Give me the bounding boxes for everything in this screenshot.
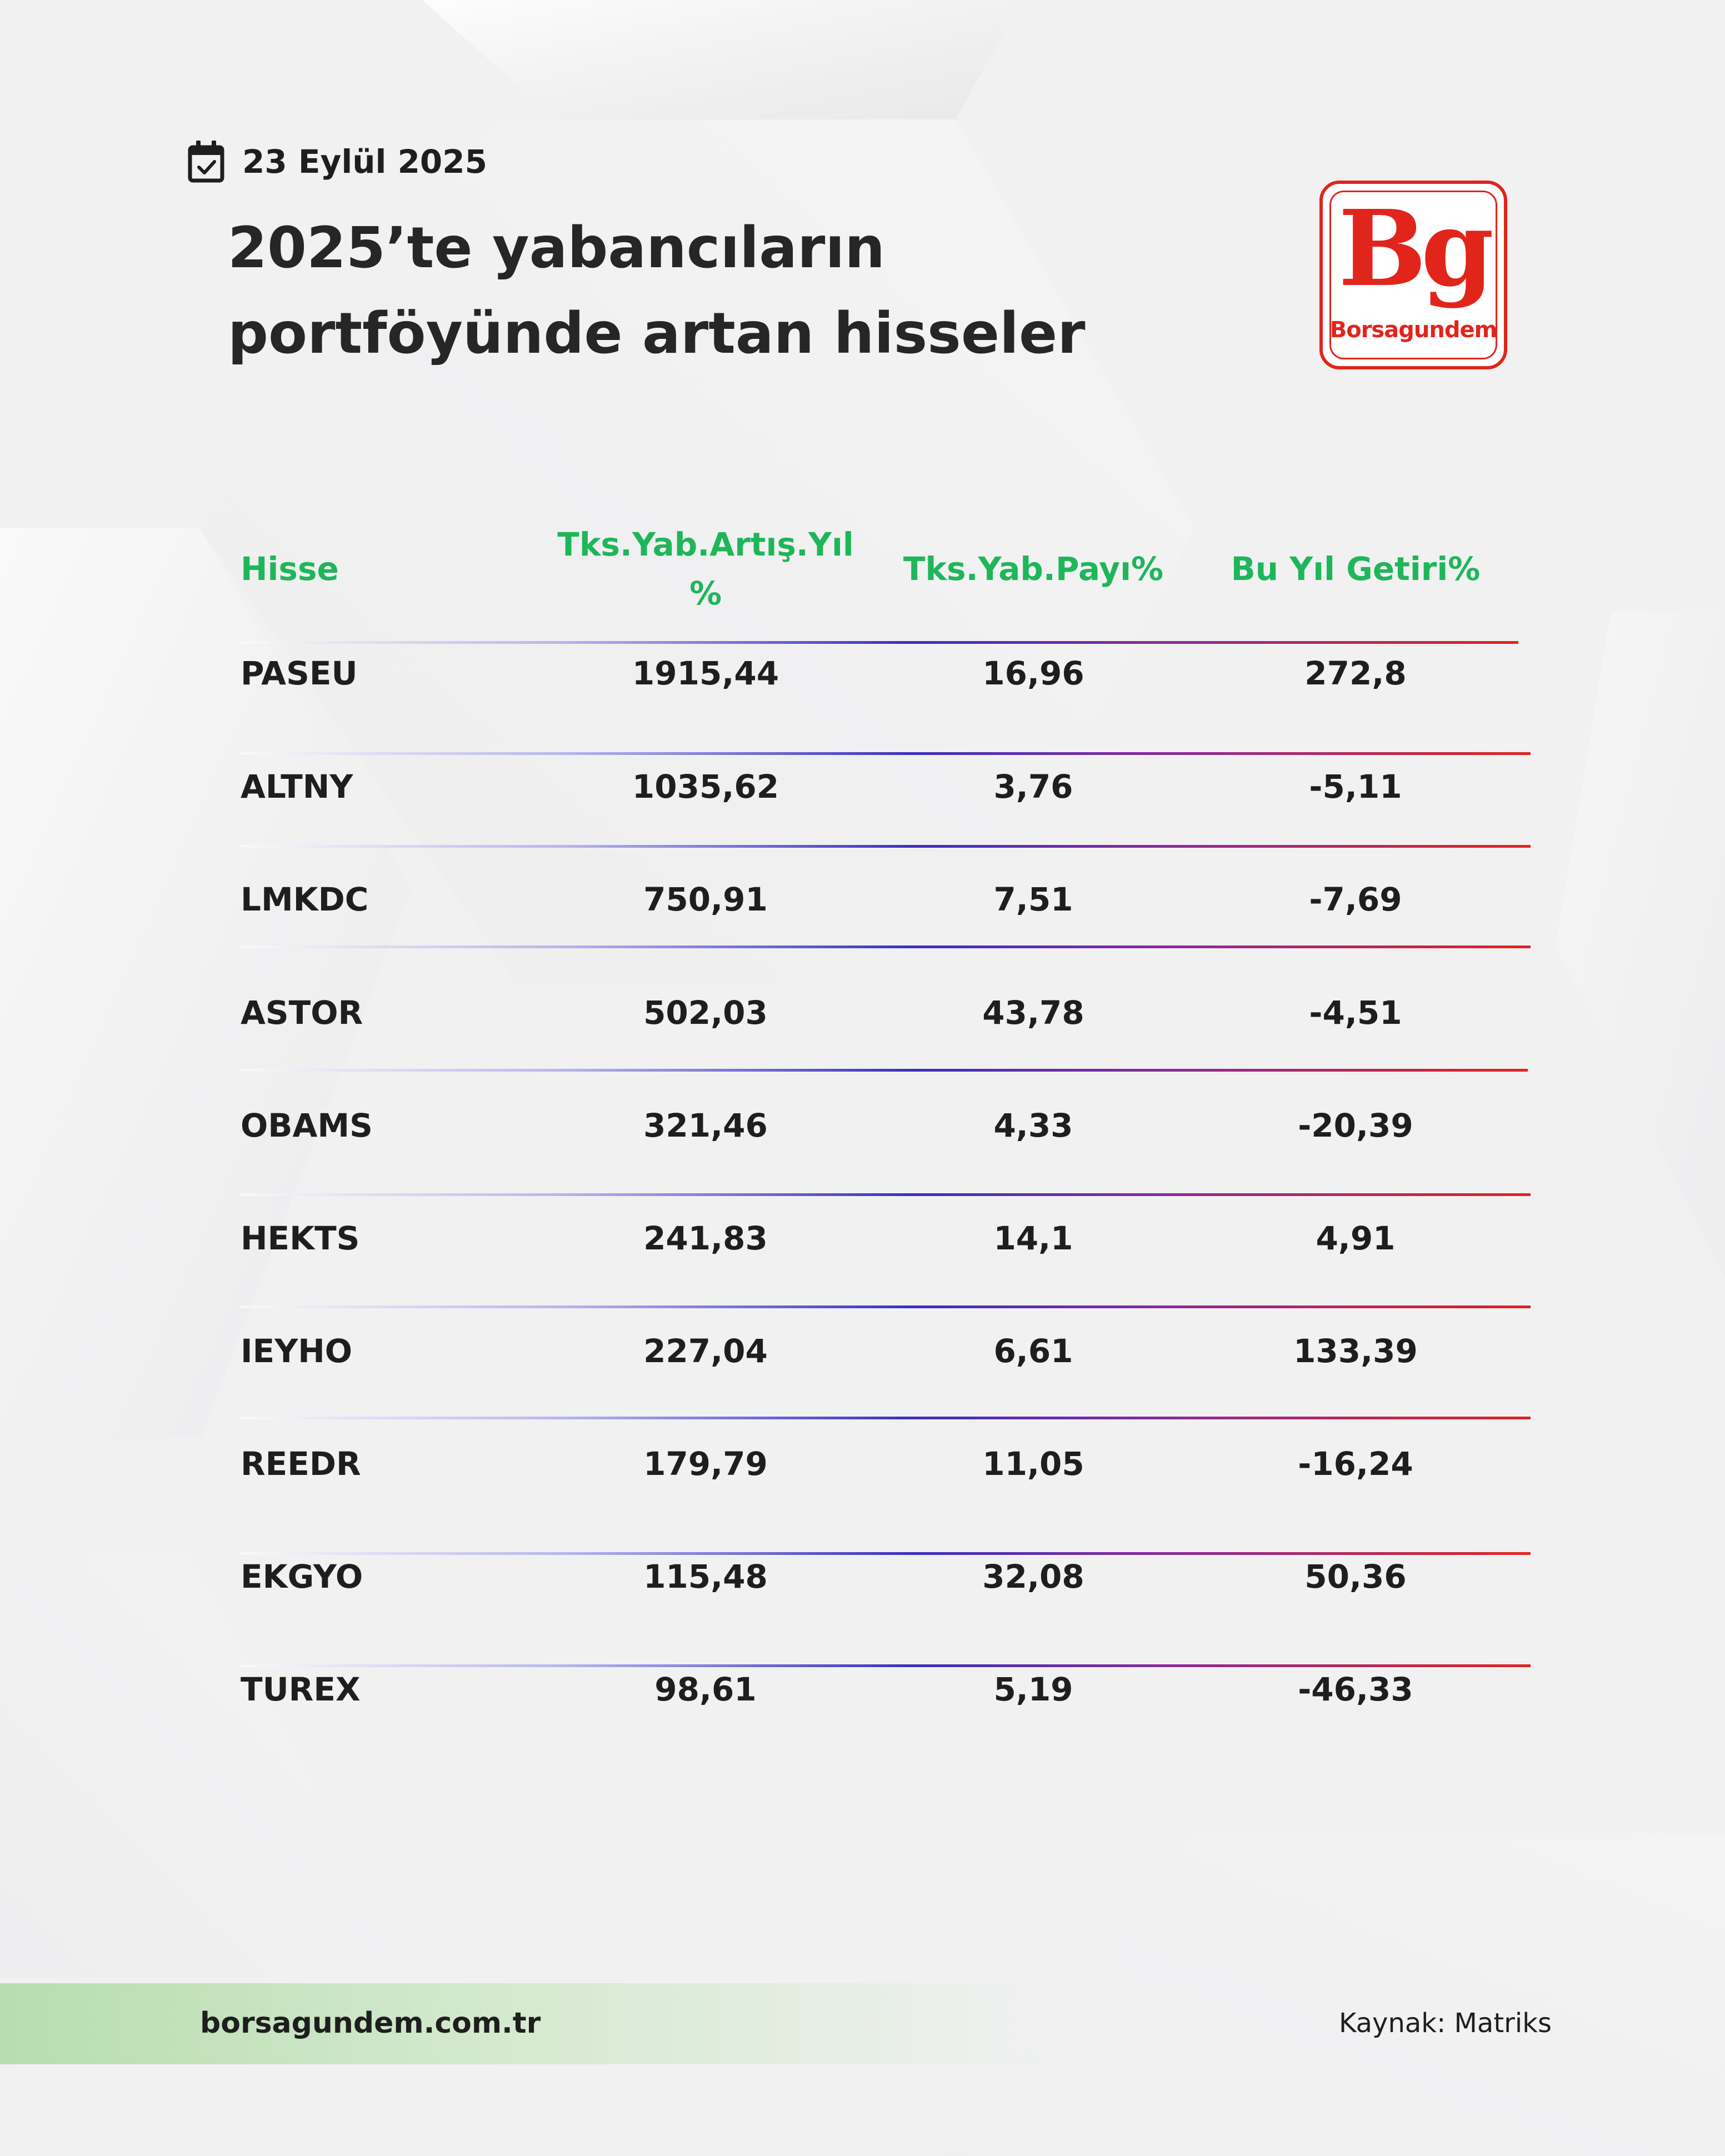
cell-return: 4,91 — [1316, 1219, 1396, 1257]
column-header-ticker: Hisse — [241, 550, 339, 588]
cell-share: 32,08 — [982, 1558, 1084, 1595]
cell-return: -7,69 — [1309, 881, 1402, 918]
row-divider — [241, 1417, 1531, 1419]
row-divider — [241, 1552, 1531, 1555]
cell-share: 14,1 — [993, 1219, 1073, 1257]
row-divider — [241, 1305, 1531, 1308]
page-title: 2025’te yabancıların portföyünde artan h… — [228, 206, 1172, 377]
row-divider — [241, 1664, 1531, 1667]
cell-ticker: REEDR — [241, 1445, 361, 1483]
cell-return: -5,11 — [1309, 768, 1402, 806]
cell-return: -16,24 — [1298, 1445, 1413, 1483]
cell-increase: 179,79 — [643, 1445, 768, 1483]
row-divider — [241, 1193, 1531, 1196]
cell-share: 16,96 — [982, 654, 1084, 692]
cell-ticker: TUREX — [241, 1670, 361, 1708]
cell-share: 4,33 — [993, 1107, 1073, 1144]
date-label: 23 Eylül 2025 — [242, 143, 488, 181]
logo-frame — [1329, 191, 1497, 359]
column-header-increase: Tks.Yab.Artış.Yıl % — [557, 526, 854, 612]
cell-share: 43,78 — [982, 994, 1084, 1032]
cell-increase: 1915,44 — [632, 654, 779, 692]
cell-ticker: PASEU — [241, 654, 358, 692]
cell-increase: 321,46 — [643, 1107, 768, 1144]
title-line-2: portföyünde artan hisseler — [228, 301, 1086, 367]
footer-source: Kaynak: Matriks — [1339, 2008, 1552, 2039]
cell-ticker: LMKDC — [241, 881, 369, 918]
cell-share: 3,76 — [993, 768, 1073, 806]
cell-return: -46,33 — [1298, 1670, 1413, 1708]
cell-increase: 750,91 — [643, 881, 768, 918]
calendar-icon — [188, 141, 224, 183]
cell-share: 7,51 — [993, 881, 1073, 918]
cell-increase: 115,48 — [643, 1558, 768, 1595]
cell-ticker: OBAMS — [241, 1107, 373, 1144]
cell-ticker: ASTOR — [241, 994, 363, 1032]
cell-share: 11,05 — [982, 1445, 1084, 1483]
column-header-share: Tks.Yab.Payı% — [903, 550, 1164, 588]
title-line-1: 2025’te yabancıların — [228, 215, 885, 281]
cell-return: 133,39 — [1293, 1332, 1418, 1370]
cell-increase: 1035,62 — [632, 768, 779, 806]
cell-increase: 502,03 — [643, 994, 768, 1032]
row-divider — [241, 845, 1531, 848]
logo-wordmark: Borsagundem — [1329, 317, 1498, 343]
row-divider — [241, 1069, 1528, 1072]
footer-band — [0, 1983, 1056, 2064]
cell-return: 272,8 — [1304, 654, 1407, 692]
cell-share: 5,19 — [993, 1670, 1073, 1708]
logo-mark: Bg — [1338, 187, 1494, 310]
borsagundem-logo: Bg Borsagundem — [1319, 181, 1507, 369]
row-divider — [241, 752, 1531, 755]
cell-increase: 241,83 — [643, 1219, 768, 1257]
cell-return: -4,51 — [1309, 994, 1402, 1032]
cell-ticker: ALTNY — [241, 768, 353, 806]
date-row: 23 Eylül 2025 — [187, 137, 487, 187]
cell-ticker: IEYHO — [241, 1332, 353, 1370]
column-header-return: Bu Yıl Getiri% — [1231, 550, 1481, 588]
cell-return: -20,39 — [1298, 1107, 1413, 1144]
cell-ticker: EKGYO — [241, 1558, 363, 1595]
row-divider — [241, 641, 1518, 644]
footer-url[interactable]: borsagundem.com.tr — [200, 2007, 541, 2040]
cell-increase: 227,04 — [643, 1332, 768, 1370]
cell-return: 50,36 — [1304, 1558, 1407, 1595]
row-divider — [241, 946, 1531, 948]
cell-share: 6,61 — [993, 1332, 1073, 1370]
cell-increase: 98,61 — [654, 1670, 757, 1708]
cell-ticker: HEKTS — [241, 1219, 360, 1257]
